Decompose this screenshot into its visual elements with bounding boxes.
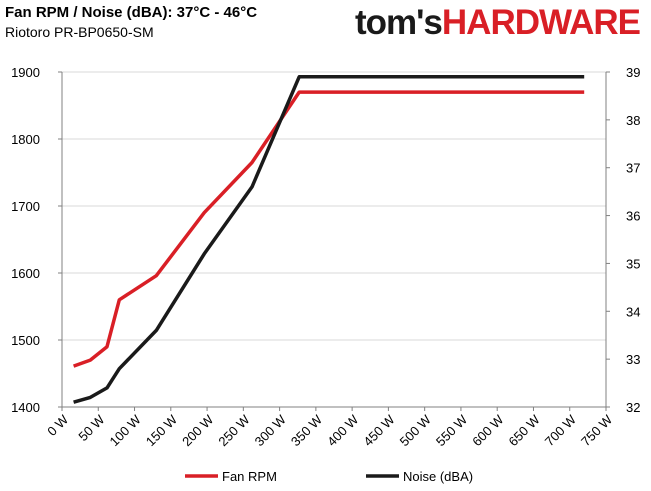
y2-tick-label: 39 — [626, 65, 640, 80]
y-tick-label: 1400 — [11, 400, 40, 415]
y-tick-label: 1900 — [11, 65, 40, 80]
x-tick-label: 550 W — [433, 411, 471, 449]
y2-tick-label: 36 — [626, 209, 640, 224]
x-tick-label: 350 W — [288, 411, 326, 449]
x-tick-label: 300 W — [252, 411, 290, 449]
y2-tick-label: 34 — [626, 304, 640, 319]
x-tick-label: 150 W — [143, 411, 181, 449]
y2-tick-label: 35 — [626, 256, 640, 271]
x-tick-label: 100 W — [107, 411, 145, 449]
y-tick-label: 1600 — [11, 266, 40, 281]
x-tick-label: 250 W — [215, 411, 253, 449]
y2-tick-label: 32 — [626, 400, 640, 415]
logo-part-toms: tom's — [354, 3, 443, 42]
x-tick-label: 400 W — [324, 411, 362, 449]
legend-label-noise: Noise (dBA) — [403, 469, 473, 484]
fan-rpm-line — [73, 90, 585, 368]
y2-tick-label: 37 — [626, 161, 640, 176]
x-tick-label: 50 W — [75, 411, 108, 444]
y-tick-label: 1800 — [11, 132, 40, 147]
noise-line — [73, 75, 585, 404]
logo-part-hardware: HARDWARE — [441, 3, 641, 42]
y2-tick-label: 33 — [626, 352, 640, 367]
x-tick-label: 450 W — [360, 411, 398, 449]
chart-title: Fan RPM / Noise (dBA): 37°C - 46°C — [5, 4, 258, 21]
x-tick-label: 500 W — [397, 411, 435, 449]
y-tick-label: 1700 — [11, 199, 40, 214]
y-tick-label: 1500 — [11, 333, 40, 348]
x-tick-label: 750 W — [578, 411, 616, 449]
brand-logo: tom'sHARDWARE — [354, 3, 641, 43]
x-tick-label: 650 W — [505, 411, 543, 449]
chart-subtitle: Riotoro PR-BP0650-SM — [5, 24, 154, 40]
y2-tick-label: 38 — [626, 113, 640, 128]
x-tick-label: 700 W — [542, 411, 580, 449]
legend-label-fan-rpm: Fan RPM — [222, 469, 277, 484]
x-tick-label: 200 W — [179, 411, 217, 449]
x-tick-label: 600 W — [469, 411, 507, 449]
x-tick-label: 0 W — [44, 411, 71, 438]
